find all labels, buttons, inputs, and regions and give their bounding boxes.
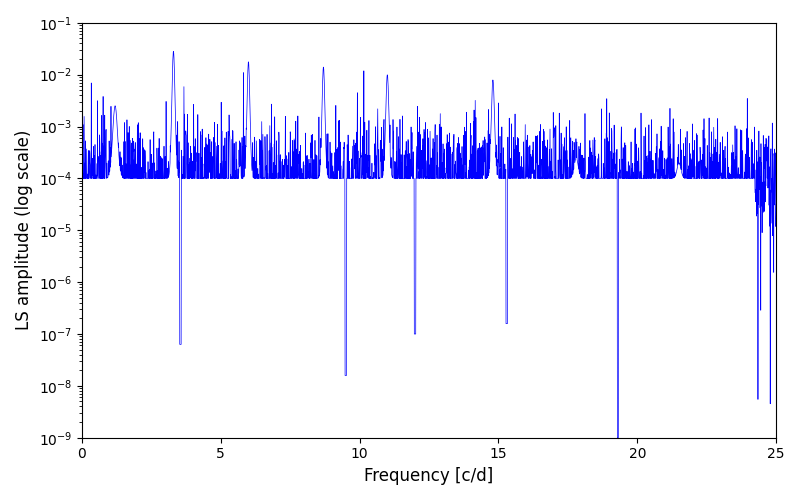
X-axis label: Frequency [c/d]: Frequency [c/d] — [364, 467, 494, 485]
Y-axis label: LS amplitude (log scale): LS amplitude (log scale) — [15, 130, 33, 330]
